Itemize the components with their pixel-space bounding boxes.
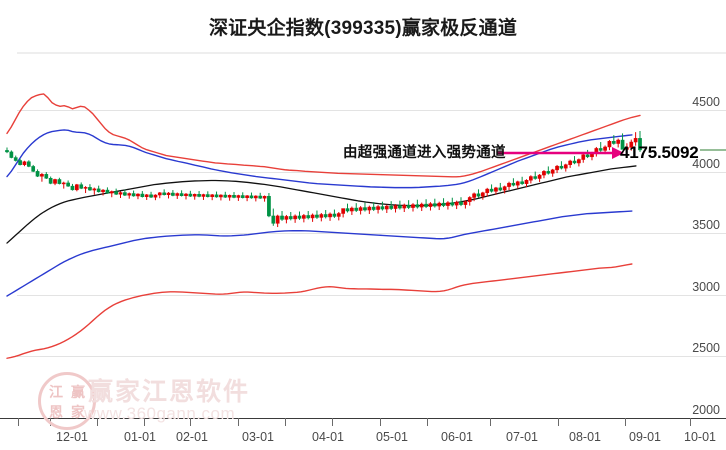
x-axis-tick-label: 05-01	[376, 430, 408, 444]
x-axis-tick-label: 02-01	[176, 430, 208, 444]
y-axis-tick-label: 4000	[692, 156, 720, 171]
y-axis-tick-label: 3500	[692, 218, 720, 233]
x-axis-tick-label: 09-01	[629, 430, 661, 444]
x-axis-tick-label: 03-01	[242, 430, 274, 444]
x-axis-ticks	[18, 418, 691, 426]
x-axis-tick-label: 04-01	[312, 430, 344, 444]
y-axis-tick-label: 2000	[692, 403, 720, 417]
x-axis-tick-label: 01-01	[124, 430, 156, 444]
y-axis-tick-label: 3000	[692, 279, 720, 294]
x-axis-tick-label: 08-01	[569, 430, 601, 444]
y-axis-tick-label: 4500	[692, 95, 720, 109]
chart-title: 深证央企指数(399335)赢家极反通道	[208, 18, 518, 39]
x-axis-tick-label: 12-01	[56, 430, 88, 444]
x-axis-tick-label: 10-01	[684, 430, 716, 444]
gridlines	[17, 52, 726, 419]
x-axis-tick-label: 06-01	[441, 430, 473, 444]
annotation-arrow-icon	[497, 147, 624, 159]
channel-lines	[6, 93, 641, 359]
candlestick-series	[5, 130, 642, 228]
current-price-label: 4175.5092	[620, 143, 699, 162]
chart-annotation-label: 由超强通道进入强势通道	[343, 145, 506, 161]
y-axis-tick-label: 2500	[692, 341, 720, 356]
x-axis-tick-label: 07-01	[506, 430, 538, 444]
